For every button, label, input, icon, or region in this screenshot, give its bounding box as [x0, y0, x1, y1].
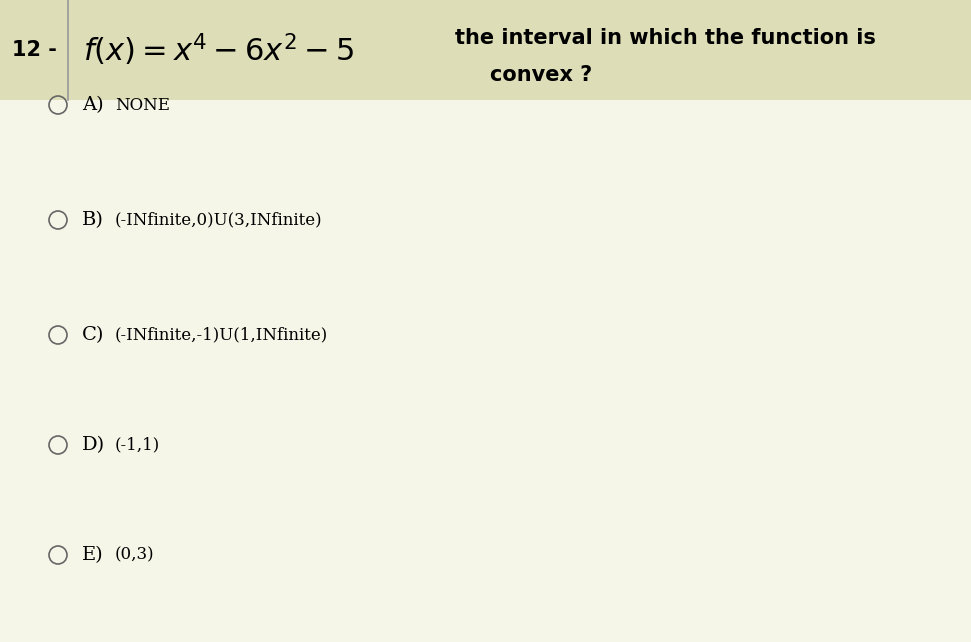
Text: (0,3): (0,3): [115, 546, 154, 564]
Text: (-1,1): (-1,1): [115, 437, 160, 453]
Text: $f(x) = x^4 - 6x^2 - 5$: $f(x) = x^4 - 6x^2 - 5$: [83, 31, 353, 68]
Text: convex ?: convex ?: [490, 65, 592, 85]
Bar: [0, 0, 971, 100]
Text: C): C): [82, 326, 104, 344]
Text: 12 -: 12 -: [12, 40, 57, 60]
Text: (-INfinite,-1)U(1,INfinite): (-INfinite,-1)U(1,INfinite): [115, 327, 328, 343]
Text: NONE: NONE: [115, 96, 170, 114]
Text: D): D): [82, 436, 105, 454]
Text: B): B): [82, 211, 104, 229]
Text: (-INfinite,0)U(3,INfinite): (-INfinite,0)U(3,INfinite): [115, 211, 322, 229]
Text: A): A): [82, 96, 104, 114]
Text: E): E): [82, 546, 104, 564]
Text: the interval in which the function is: the interval in which the function is: [455, 28, 876, 48]
